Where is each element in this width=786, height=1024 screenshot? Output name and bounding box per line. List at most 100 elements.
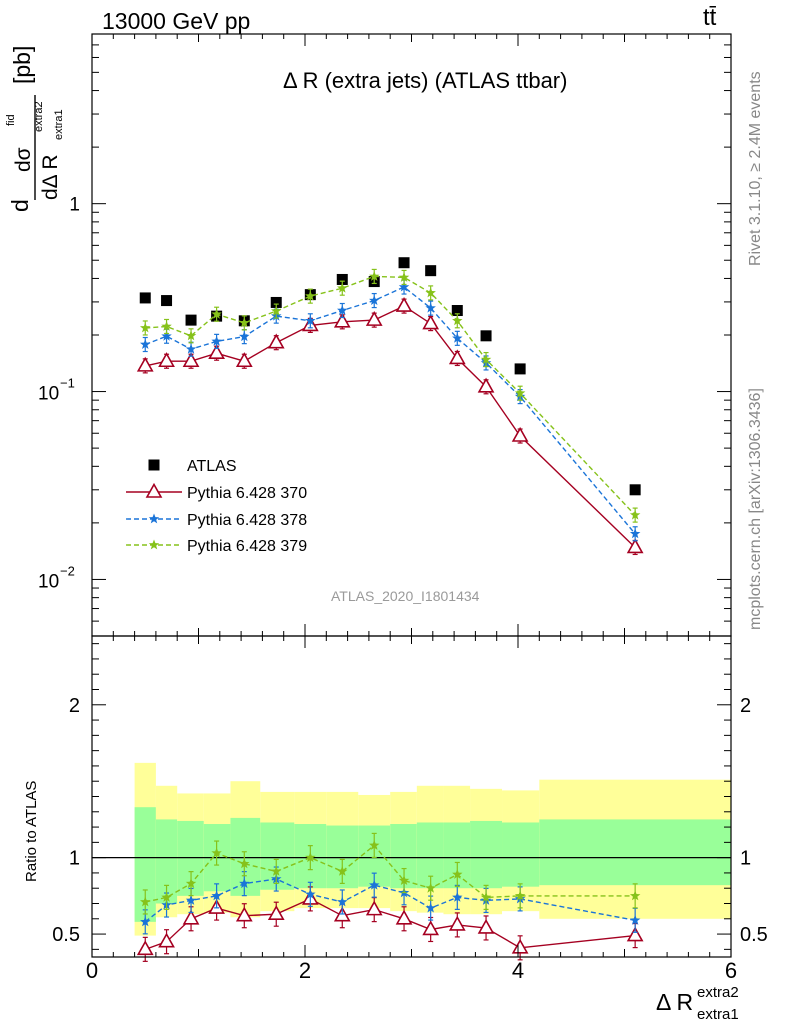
ratio-point-pythia-6-428-379 [271,865,282,876]
legend-marker-pythia-6-428-378 [148,513,160,524]
data-point-atlas [398,257,410,269]
ratio-point-pythia-6-428-378 [337,896,348,907]
ratio-point-pythia-6-428-370 [136,940,154,956]
x-axis-label-base: Δ R [656,989,693,1015]
data-point-pythia-6-428-379 [629,509,641,520]
ratio-point-pythia-6-428-379 [425,882,436,893]
data-point-pythia-6-428-370 [182,352,200,368]
ratio-point-pythia-6-428-370 [365,900,383,916]
ratio-point-pythia-6-428-378 [425,902,436,913]
process-label: tt̄ [703,4,717,31]
data-point-pythia-6-428-379 [305,290,316,301]
data-point-atlas [161,295,173,307]
ratio-point-pythia-6-428-379 [239,858,250,869]
y-axis-label-d: d [7,199,33,212]
data-point-pythia-6-428-378 [211,335,222,346]
data-point-pythia-6-428-379 [425,287,436,298]
ratio-point-pythia-6-428-370 [182,909,200,925]
data-point-atlas [451,305,463,317]
mcplots-label: mcplots.cern.ch [arXiv:1306.3436] [747,388,764,630]
ratio-point-pythia-6-428-370 [448,915,466,931]
ratio-point-pythia-6-428-378 [305,888,316,899]
y-axis-label-denominator-sup: extra2 [33,101,45,132]
data-point-atlas [270,296,282,308]
ratio-point-pythia-6-428-379 [398,875,410,885]
ratio-point-pythia-6-428-370 [422,920,440,936]
ratio-y-axis-label: Ratio to ATLAS [23,781,40,882]
x-axis-label-sub: extra1 [697,1006,739,1023]
analysis-watermark: ATLAS_2020_I1801434 [331,588,480,604]
x-tick-label: 0 [86,958,98,983]
data-point-pythia-6-428-379 [161,321,172,331]
data-point-pythia-6-428-378 [369,295,380,305]
data-point-pythia-6-428-378 [425,302,436,313]
ratio-point-pythia-6-428-370 [395,909,413,925]
data-point-pythia-6-428-370 [448,349,466,365]
x-tick-label: 2 [299,958,311,983]
y-tick-label-1: 1 [69,195,80,216]
ratio-y-tick-label-right: 1 [740,848,751,870]
ratio-point-pythia-6-428-370 [626,926,644,942]
y-axis-label-denominator-sub: extra1 [53,109,65,140]
data-point-pythia-6-428-370 [158,352,175,368]
data-point-pythia-6-428-378 [452,332,463,343]
rivet-version-label: Rivet 3.1.10, ≥ 2.4M events [747,71,764,266]
ratio-y-tick-label: 2 [69,695,80,717]
data-point-pythia-6-428-379 [480,354,492,364]
main-plot-title: Δ R (extra jets) (ATLAS ttbar) [283,68,568,93]
data-point-pythia-6-428-379 [140,322,151,333]
data-point-pythia-6-428-379 [271,305,282,316]
y-tick-label-exponent: −2 [60,563,75,578]
ratio-point-pythia-6-428-370 [511,938,529,954]
data-point-pythia-6-428-379 [211,308,222,319]
ratio-point-pythia-6-428-370 [267,905,285,920]
ratio-point-pythia-6-428-379 [452,869,463,879]
ratio-point-pythia-6-428-379 [369,839,380,850]
ratio-point-pythia-6-428-379 [514,890,526,901]
data-point-pythia-6-428-379 [239,317,250,328]
main-plot-panel [136,257,644,556]
x-tick-label: 4 [512,958,524,983]
ratio-point-pythia-6-428-379 [211,847,222,858]
ratio-y-tick-label: 0.5 [52,924,80,946]
ratio-point-pythia-6-428-378 [239,878,250,889]
uncertainty-band-inner [470,820,503,889]
y-tick-label-0.01: 10 [38,571,59,592]
uncertainty-band-inner [502,822,540,887]
data-point-pythia-6-428-378 [629,528,641,539]
x-axis-label-sup: extra2 [697,984,739,1001]
data-point-pythia-6-428-370 [136,356,154,372]
ratio-point-pythia-6-428-370 [158,932,175,948]
y-axis-label-numerator-sup: fid [5,114,17,126]
data-point-pythia-6-428-370 [333,312,351,328]
data-point-pythia-6-428-370 [235,352,253,368]
data-point-pythia-6-428-370 [511,426,529,442]
data-point-atlas [514,363,526,375]
data-point-pythia-6-428-370 [422,314,440,330]
data-point-pythia-6-428-379 [398,271,410,282]
y-axis-label: d dσ fid dΔ R extra1 extra2 [pb] [5,46,65,212]
ratio-point-pythia-6-428-379 [140,896,151,907]
ratio-y-tick-label-right: 2 [740,695,751,717]
uncertainty-band-inner [155,819,178,904]
data-point-pythia-6-428-370 [208,344,225,360]
x-tick-label: 6 [725,958,737,983]
ratio-point-pythia-6-428-378 [140,916,151,927]
ratio-point-pythia-6-428-379 [629,890,641,901]
ratio-point-pythia-6-428-378 [211,890,222,901]
data-point-pythia-6-428-379 [337,282,348,293]
data-point-pythia-6-428-378 [337,305,348,315]
data-point-pythia-6-428-370 [267,333,285,349]
series-line-pythia-6-428-379 [145,275,636,516]
data-point-pythia-6-428-378 [161,330,172,341]
data-point-atlas [336,273,348,285]
ratio-point-pythia-6-428-379 [185,878,197,889]
uncertainty-band-inner [539,819,731,886]
data-point-atlas [139,292,151,304]
legend-marker-atlas [148,459,160,471]
ratio-point-pythia-6-428-378 [369,879,380,890]
data-point-pythia-6-428-379 [452,315,463,326]
y-axis-label-numerator: dσ [12,147,35,172]
legend-marker-pythia-6-428-370 [145,482,163,498]
y-tick-label-exponent: −1 [60,376,75,391]
